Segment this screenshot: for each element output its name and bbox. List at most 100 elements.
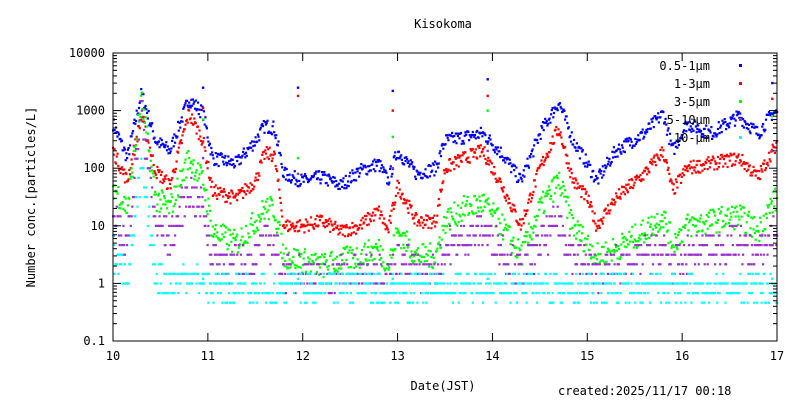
data-point [156, 143, 159, 146]
data-point [456, 244, 460, 247]
data-point [662, 149, 665, 152]
data-point [378, 253, 381, 256]
data-point [209, 292, 212, 295]
data-point [643, 241, 646, 244]
data-point [250, 183, 254, 186]
data-point [451, 301, 454, 304]
data-point [332, 263, 335, 266]
data-point [595, 229, 598, 232]
data-point [758, 244, 761, 247]
data-point [165, 141, 168, 144]
data-point [767, 301, 771, 304]
data-point [200, 171, 203, 174]
data-point [228, 229, 231, 232]
data-point [598, 226, 601, 229]
data-point [239, 282, 242, 285]
data-point [561, 301, 564, 304]
data-point [462, 292, 465, 295]
data-point [605, 263, 608, 266]
data-point [737, 215, 740, 218]
data-point [618, 148, 621, 151]
data-point [450, 244, 453, 247]
data-point [566, 121, 569, 125]
data-point [208, 176, 211, 179]
data-point [364, 166, 367, 169]
data-point [184, 158, 187, 161]
data-point [234, 194, 237, 197]
data-point [482, 301, 485, 304]
data-point [755, 132, 758, 135]
data-point [265, 146, 268, 149]
data-point [545, 215, 548, 218]
data-point [719, 126, 722, 129]
data-point [393, 249, 396, 252]
data-point [138, 127, 141, 130]
data-point [171, 244, 174, 247]
data-point [662, 292, 665, 295]
data-point [592, 301, 595, 304]
data-point [705, 292, 708, 295]
data-point [579, 224, 582, 227]
data-point [491, 234, 494, 237]
data-point [199, 215, 202, 218]
data-point [606, 212, 609, 215]
data-point [212, 235, 215, 238]
data-point [663, 234, 666, 237]
data-point [134, 157, 137, 160]
data-point [612, 272, 615, 275]
data-point [318, 266, 321, 269]
data-point [466, 234, 469, 237]
data-point [310, 254, 313, 257]
data-point [323, 221, 326, 224]
data-point [325, 259, 328, 262]
data-point [586, 199, 589, 203]
data-point [255, 219, 258, 222]
data-point [129, 173, 132, 176]
data-point [185, 151, 189, 154]
data-point [633, 144, 636, 147]
data-point [296, 230, 299, 233]
data-point [601, 220, 604, 223]
data-point [422, 172, 426, 175]
data-point [540, 159, 543, 162]
data-point [417, 221, 420, 224]
data-point [117, 234, 121, 237]
data-point [691, 127, 694, 130]
data-point [445, 225, 448, 228]
data-point [412, 292, 415, 295]
data-point [516, 180, 519, 184]
data-point [465, 272, 468, 275]
data-point [528, 155, 531, 158]
data-point [486, 142, 489, 145]
data-point [535, 234, 538, 237]
data-point [541, 282, 544, 285]
data-point [488, 292, 491, 295]
data-point [608, 249, 611, 253]
data-point [254, 136, 257, 139]
data-point [558, 292, 562, 295]
data-point [643, 292, 646, 295]
data-point [313, 222, 316, 225]
chart-title: Kisokoma [414, 17, 472, 31]
data-point [458, 292, 461, 295]
data-point [280, 282, 283, 285]
data-point [488, 134, 491, 137]
data-point [198, 108, 201, 111]
data-point [609, 282, 612, 285]
data-point [255, 172, 258, 175]
data-point [406, 272, 409, 275]
data-point [588, 205, 591, 209]
data-point [758, 137, 761, 140]
data-point [645, 237, 648, 240]
data-point [407, 211, 410, 214]
data-point [321, 262, 324, 265]
data-point [477, 210, 480, 213]
data-point [545, 119, 548, 122]
data-point [564, 244, 567, 247]
data-point [182, 178, 186, 182]
data-point [149, 176, 152, 179]
data-point [293, 248, 296, 251]
data-point [394, 301, 397, 304]
data-point [724, 214, 727, 217]
data-point [552, 301, 555, 304]
